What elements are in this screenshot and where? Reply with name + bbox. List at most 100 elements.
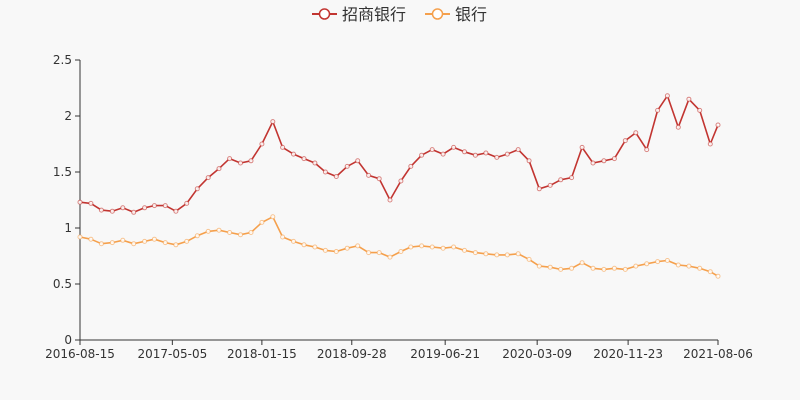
data-point [216,166,222,172]
data-point [547,264,553,270]
data-point [398,178,404,184]
data-point [216,227,222,233]
data-point [322,247,328,253]
data-point [88,236,94,242]
data-point [472,152,478,158]
y-tick-label: 2.5 [53,53,72,67]
data-point [387,197,393,203]
data-point [408,163,414,169]
x-tick-label: 2017-05-05 [137,347,207,361]
legend-label: 银行 [455,5,487,24]
data-point [376,176,382,182]
data-point [162,203,168,209]
data-point [440,151,446,157]
data-point [120,237,126,243]
data-point [312,244,318,250]
data-point [451,144,457,150]
legend-marker [431,8,444,20]
data-point [194,233,200,239]
y-tick-label: 0 [64,333,72,347]
data-point [462,149,467,155]
data-point [376,250,382,256]
data-point [238,160,243,166]
data-point [622,138,628,144]
data-point [280,144,286,150]
data-point [151,203,157,209]
data-point [248,158,254,164]
data-point [569,175,575,181]
data-point [131,209,137,215]
data-point [291,151,296,157]
x-tick-label: 2018-01-15 [227,347,297,361]
data-point [173,242,179,248]
series-line-0 [79,95,719,214]
y-tick-label: 0.5 [53,277,72,291]
data-point [398,249,404,254]
y-tick-label: 1.5 [53,165,72,179]
data-point [686,96,692,102]
data-point [429,244,435,250]
data-point [675,124,681,130]
data-point [419,243,425,249]
data-point [109,240,115,246]
data-point [322,169,328,175]
data-point [205,175,211,181]
data-point [98,207,104,213]
data-point [440,245,446,251]
data-point [715,273,721,279]
data-point [451,244,457,250]
data-point [366,250,372,256]
data-point [344,163,350,169]
x-tick-label: 2020-11-23 [593,347,663,361]
legend[interactable]: 招商银行 银行 [312,5,487,24]
data-point [675,262,681,268]
data-point [142,205,148,211]
data-point [707,269,713,275]
x-tick-label: 2021-08-06 [683,347,753,361]
data-point [494,154,500,160]
y-tick-label: 2 [64,109,72,123]
data-point [715,122,721,128]
data-point [707,141,713,147]
series-layer [77,93,721,279]
data-point [355,243,361,249]
data-point [590,265,596,271]
data-point [526,158,532,164]
data-point [259,219,265,225]
data-point [270,214,276,220]
data-point [366,172,372,178]
legend-label: 招商银行 [342,5,406,24]
data-point [419,152,425,158]
data-point [173,208,179,214]
data-point [205,228,211,234]
legend-item-0[interactable]: 招商银行 [312,5,406,24]
data-point [333,249,339,254]
legend-item-1[interactable]: 银行 [425,5,487,24]
data-point [333,174,339,179]
y-tick-label: 1 [64,221,72,235]
data-point [504,151,510,157]
data-point [536,186,542,192]
data-point [558,177,564,183]
data-point [142,238,148,244]
data-point [686,263,692,269]
data-point [184,238,190,244]
data-point [515,251,521,257]
data-point [622,266,628,272]
data-point [408,244,414,250]
data-point [558,266,564,272]
data-point [664,93,670,99]
data-point [162,240,168,246]
data-point [697,265,703,271]
data-point [227,230,233,235]
data-point [344,245,350,251]
data-point [633,263,639,269]
data-point [504,252,510,258]
data-point [77,199,83,205]
data-point [515,147,521,153]
data-point [312,160,318,166]
data-point [429,147,435,153]
data-point [77,234,83,240]
